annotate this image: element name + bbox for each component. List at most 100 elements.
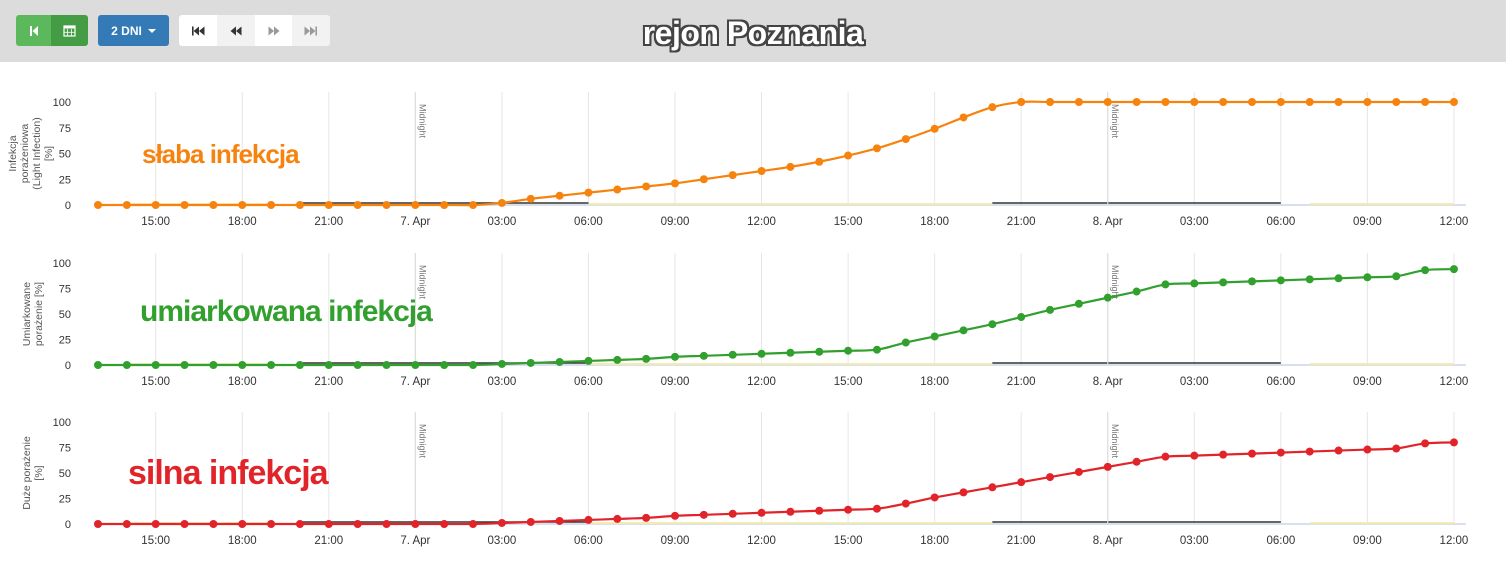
midnight-label: Midnight: [1110, 104, 1120, 139]
data-point: [1421, 439, 1430, 448]
data-point: [555, 357, 564, 366]
y-tick-label: 25: [59, 174, 71, 186]
calendar-button[interactable]: [51, 15, 88, 46]
data-point: [209, 520, 218, 528]
data-point: [353, 520, 362, 528]
y-axis-title-line: porażenie [%]: [33, 282, 45, 346]
prev-button[interactable]: [217, 15, 255, 46]
data-point: [151, 520, 160, 528]
last-button[interactable]: [292, 15, 330, 46]
data-point: [872, 144, 881, 153]
y-axis-title-line: [%]: [43, 146, 55, 161]
x-tick-label: 18:00: [920, 535, 949, 547]
data-point: [671, 511, 679, 520]
data-point: [786, 162, 795, 171]
data-point: [1305, 275, 1314, 284]
data-point: [1334, 446, 1343, 455]
data-point: [988, 320, 997, 329]
y-tick-label: 50: [59, 149, 71, 161]
data-point: [1276, 98, 1285, 106]
data-point: [930, 332, 939, 341]
data-point: [1248, 98, 1256, 106]
x-tick-label: 8. Apr: [1093, 535, 1123, 547]
data-point: [1161, 280, 1170, 289]
data-point: [930, 493, 939, 502]
data-point: [959, 488, 968, 497]
range-dropdown-label: 2 DNI: [111, 23, 142, 38]
data-point: [642, 513, 651, 522]
y-tick-label: 0: [65, 519, 71, 531]
next-button[interactable]: [255, 15, 292, 46]
data-point: [699, 351, 708, 360]
calendar-icon: [63, 25, 76, 37]
chart-overlay-label: silna infekcja: [128, 454, 330, 492]
data-point: [844, 505, 853, 514]
y-tick-label: 25: [59, 494, 71, 506]
data-point: [1046, 473, 1055, 482]
data-point: [497, 198, 506, 207]
data-point: [1219, 278, 1228, 287]
data-point: [151, 201, 160, 209]
data-point: [497, 518, 506, 527]
y-tick-label: 50: [59, 468, 71, 480]
back-button[interactable]: [16, 15, 51, 46]
data-point: [728, 171, 737, 180]
data-point: [872, 345, 881, 354]
data-point: [815, 506, 824, 515]
fast-forward-icon: [304, 26, 317, 35]
first-button[interactable]: [179, 15, 217, 46]
x-tick-label: 09:00: [1353, 535, 1382, 547]
data-point: [324, 361, 333, 369]
x-tick-label: 06:00: [1266, 376, 1295, 388]
data-point: [1132, 287, 1141, 296]
data-point: [353, 361, 362, 369]
x-tick-label: 09:00: [661, 376, 690, 388]
data-point: [1392, 272, 1401, 281]
data-point: [526, 358, 535, 367]
data-point: [844, 346, 853, 355]
data-point: [267, 201, 276, 209]
midnight-label: Midnight: [417, 424, 427, 459]
data-point: [1449, 265, 1458, 274]
data-point: [238, 520, 247, 528]
x-tick-label: 09:00: [661, 535, 690, 547]
data-point: [1132, 457, 1141, 466]
midnight-label: Midnight: [417, 265, 427, 300]
data-point: [180, 201, 189, 209]
data-point: [469, 201, 478, 209]
data-point: [728, 509, 737, 518]
data-point: [1103, 293, 1112, 302]
data-point: [122, 520, 131, 528]
data-point: [267, 361, 276, 369]
x-tick-label: 12:00: [747, 535, 776, 547]
data-point: [1161, 98, 1170, 106]
data-point: [267, 520, 276, 528]
backward-icon: [230, 26, 242, 35]
data-point: [382, 201, 391, 209]
data-point: [671, 352, 679, 361]
x-tick-label: 21:00: [314, 376, 343, 388]
data-point: [1276, 276, 1285, 285]
y-tick-label: 25: [59, 335, 71, 347]
data-point: [930, 124, 939, 133]
x-tick-label: 21:00: [314, 535, 343, 547]
range-dropdown[interactable]: 2 DNI: [98, 15, 169, 46]
x-tick-label: 03:00: [488, 216, 517, 228]
x-tick-label: 06:00: [574, 216, 603, 228]
data-point: [1248, 277, 1256, 286]
data-point: [469, 361, 478, 369]
data-point: [1421, 266, 1430, 275]
y-tick-label: 75: [59, 123, 71, 135]
x-tick-label: 15:00: [141, 216, 170, 228]
data-point: [1103, 462, 1112, 471]
data-point: [1421, 98, 1430, 106]
data-point: [1363, 445, 1372, 454]
data-point: [671, 179, 679, 188]
data-point: [1190, 451, 1199, 460]
data-point: [122, 361, 131, 369]
data-point: [901, 499, 910, 508]
y-tick-label: 75: [59, 284, 71, 296]
data-point: [901, 135, 910, 144]
data-point: [1046, 305, 1055, 314]
data-point: [988, 103, 997, 112]
